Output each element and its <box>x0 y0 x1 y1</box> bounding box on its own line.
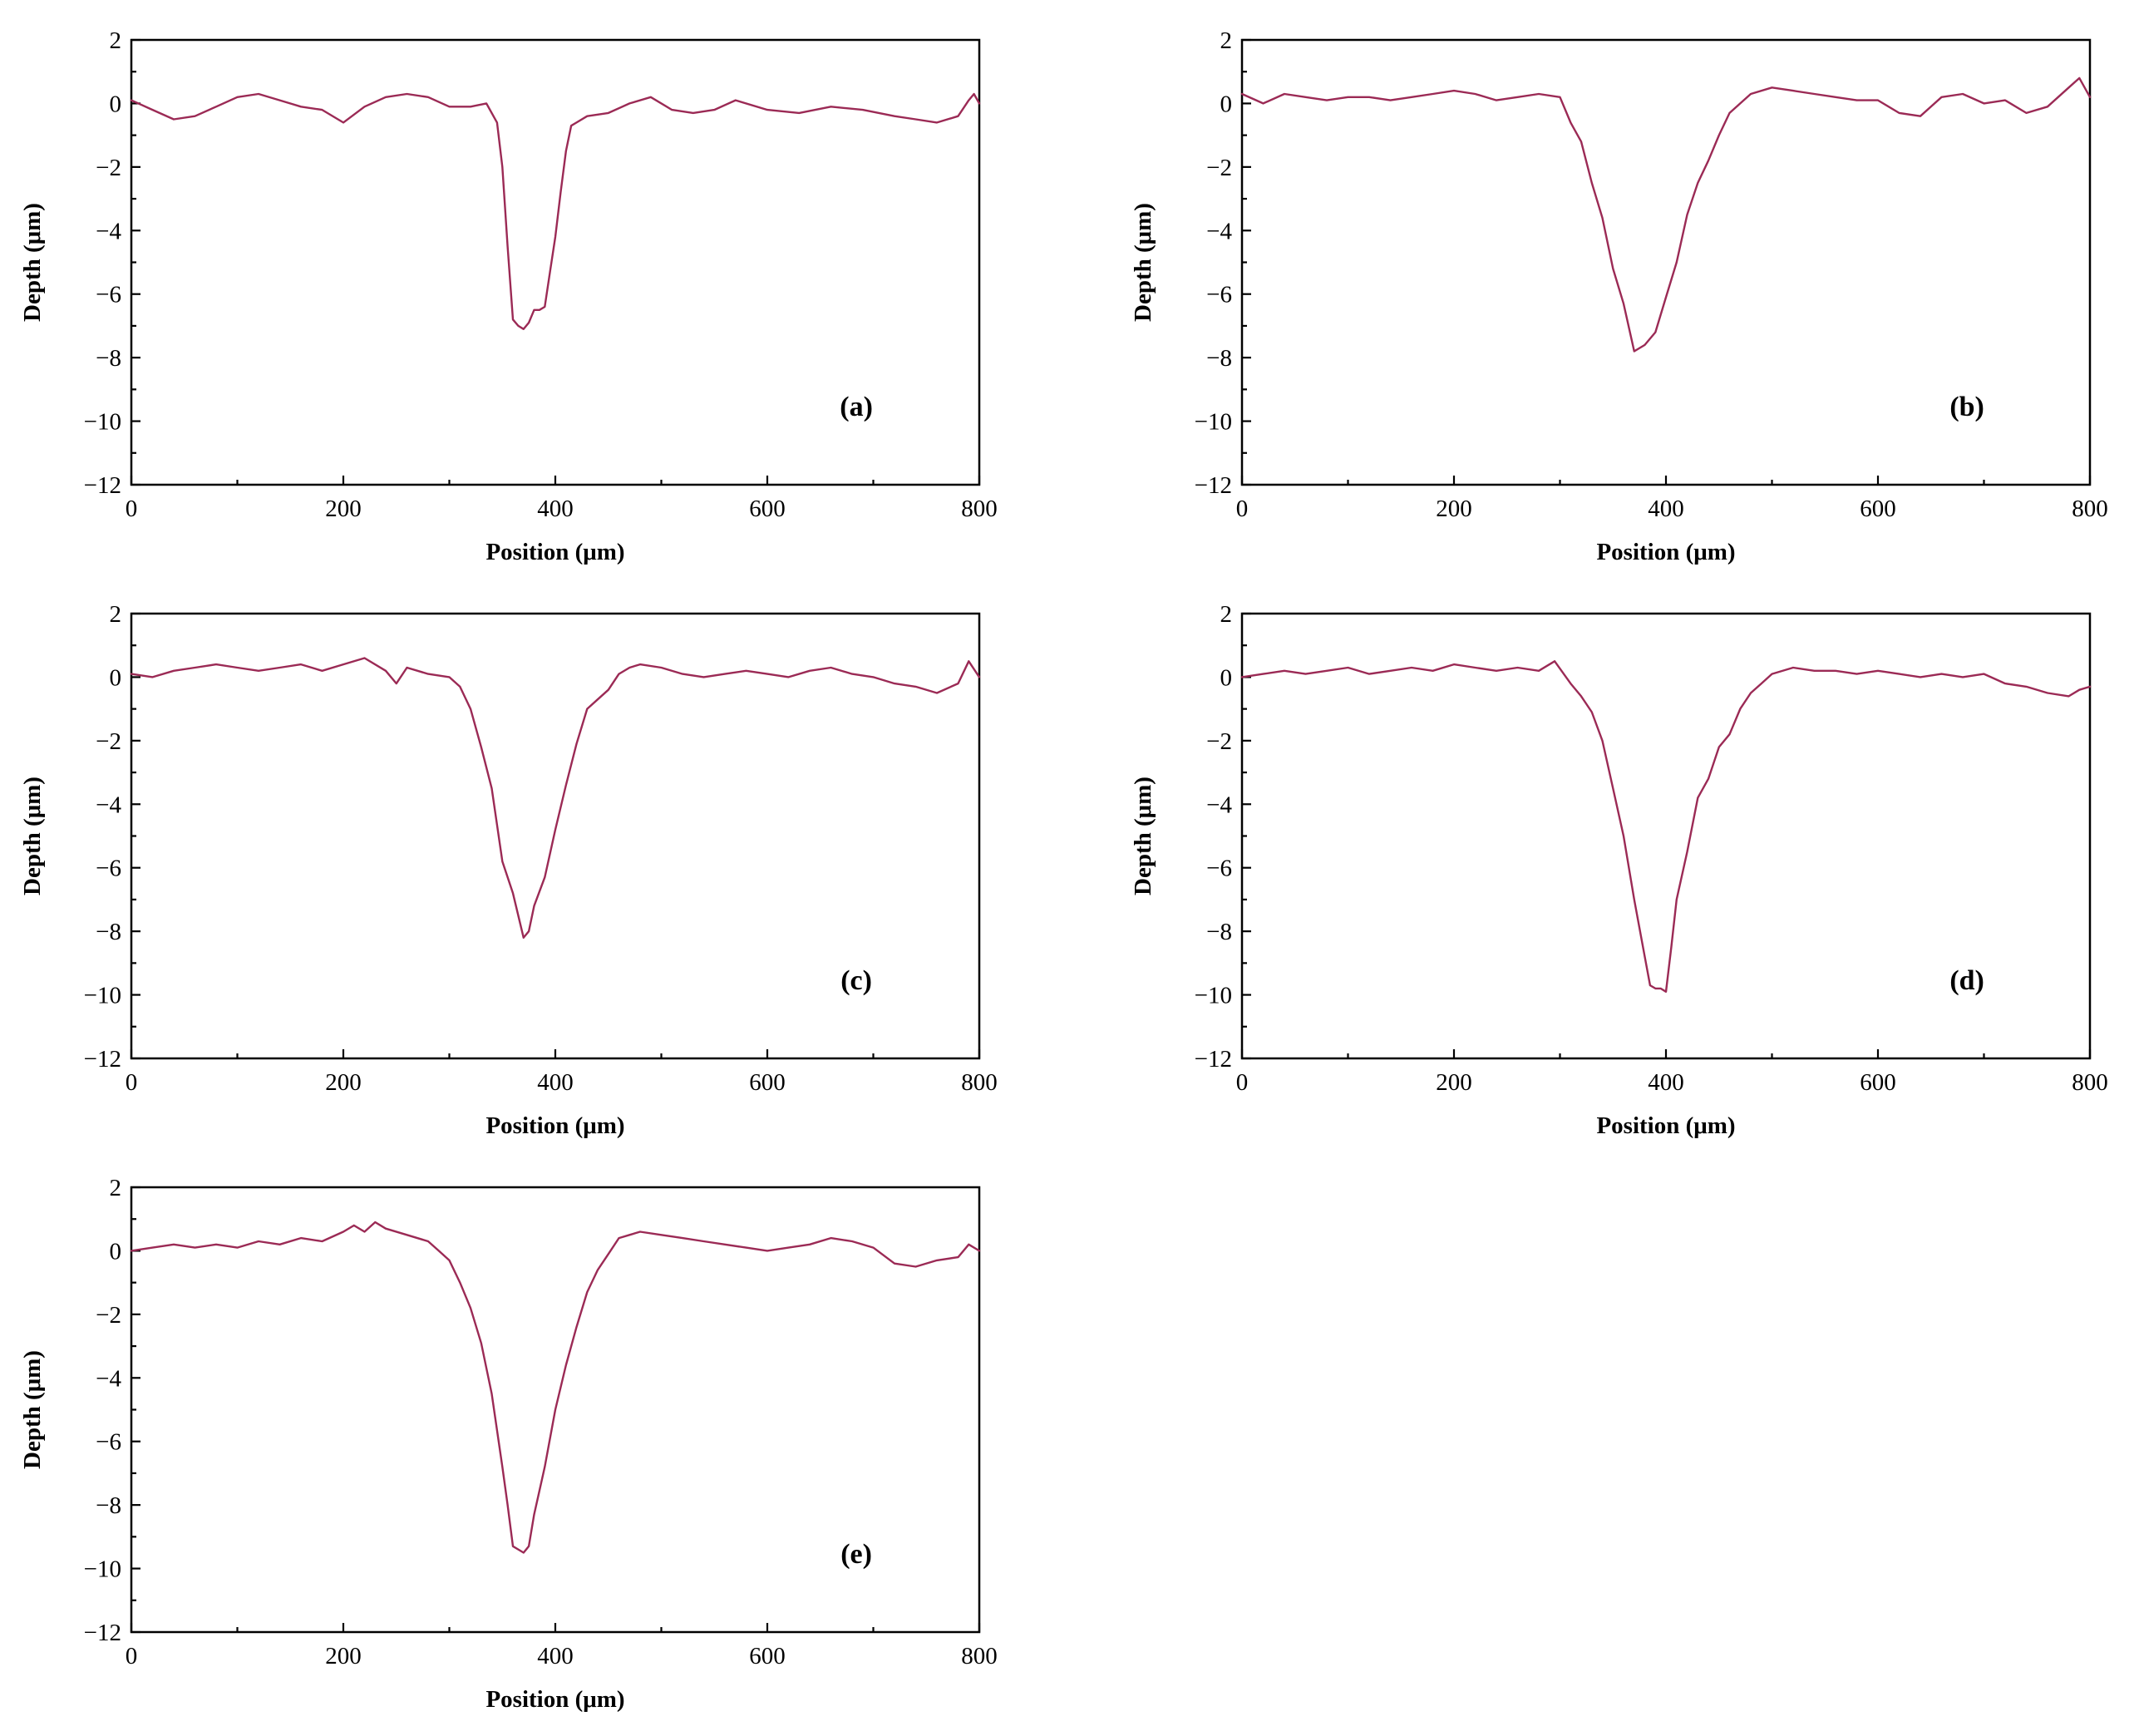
y-tick-label: −2 <box>96 728 121 755</box>
x-tick-label: 400 <box>537 496 574 522</box>
depth-profile-line <box>1240 660 2092 994</box>
x-axis-title: Position (μm) <box>485 539 624 565</box>
panel-0: 0 200 400 600 800 2 0 −2 −4 −6 −8 −10 −12 Position (μ… <box>19 27 998 565</box>
y-tick-label: −12 <box>84 1620 121 1646</box>
y-tick-label: −8 <box>96 345 121 372</box>
y-tick-label: −4 <box>96 218 121 244</box>
y-tick-label: −6 <box>1206 856 1232 882</box>
y-tick-label: 2 <box>1220 27 1233 54</box>
y-tick-label: −6 <box>96 282 121 308</box>
y-axis-title: Depth (μm) <box>1130 777 1156 895</box>
y-tick-label: 0 <box>1220 664 1233 691</box>
y-tick-label: −10 <box>84 983 121 1009</box>
panel-4: 0 200 400 600 800 2 0 −2 −4 −6 −8 −10 −12 Position (μ… <box>19 1175 998 1713</box>
y-tick-label: −8 <box>96 1492 121 1519</box>
y-tick-label: 2 <box>110 1175 122 1201</box>
depth-profile-line <box>130 657 981 940</box>
x-tick-label: 600 <box>1860 496 1896 522</box>
depth-profile-line <box>1240 76 2092 353</box>
x-tick-label: 0 <box>1236 1069 1249 1096</box>
panel-label: (b) <box>1949 392 1984 422</box>
panel-1: 0 200 400 600 800 2 0 −2 −4 −6 −8 −10 −12 Position (μ… <box>1130 27 2108 565</box>
y-tick-label: −2 <box>1206 728 1232 755</box>
x-tick-label: 600 <box>749 496 786 522</box>
panel-label: (e) <box>840 1539 872 1570</box>
x-tick-label: 600 <box>749 1643 786 1669</box>
y-tick-label: −4 <box>1206 792 1232 818</box>
y-tick-label: −10 <box>1195 409 1232 436</box>
y-tick-label: −12 <box>84 1046 121 1073</box>
x-tick-label: 600 <box>749 1069 786 1096</box>
panel-label: (d) <box>1949 965 1984 996</box>
y-tick-label: −6 <box>96 856 121 882</box>
x-tick-label: 200 <box>325 496 362 522</box>
x-tick-label: 400 <box>1648 1069 1684 1096</box>
y-tick-label: −12 <box>1195 472 1232 499</box>
x-tick-label: 200 <box>325 1643 362 1669</box>
y-axis-title: Depth (μm) <box>19 777 46 895</box>
y-tick-label: 0 <box>110 91 122 117</box>
x-tick-label: 800 <box>961 1069 998 1096</box>
y-axis-title: Depth (μm) <box>19 203 46 322</box>
x-tick-label: 600 <box>1860 1069 1896 1096</box>
x-tick-label: 200 <box>1436 1069 1472 1096</box>
y-tick-label: −6 <box>1206 282 1232 308</box>
x-tick-label: 400 <box>537 1069 574 1096</box>
y-tick-label: −12 <box>84 472 121 499</box>
y-tick-label: 2 <box>110 601 122 628</box>
y-tick-label: −12 <box>1195 1046 1232 1073</box>
y-tick-label: −6 <box>96 1429 121 1456</box>
x-axis-title: Position (μm) <box>485 1686 624 1713</box>
y-tick-label: −2 <box>96 1302 121 1329</box>
x-axis-title: Position (μm) <box>1596 1112 1735 1139</box>
x-axis-title: Position (μm) <box>485 1112 624 1139</box>
x-tick-label: 800 <box>2072 1069 2108 1096</box>
panel-3: 0 200 400 600 800 2 0 −2 −4 −6 −8 −10 −12 Position (μ… <box>1130 601 2108 1139</box>
x-tick-label: 0 <box>126 1069 138 1096</box>
y-tick-label: −2 <box>1206 155 1232 181</box>
y-tick-label: −4 <box>1206 218 1232 244</box>
depth-profile-line <box>130 1221 981 1554</box>
y-tick-label: 2 <box>1220 601 1233 628</box>
x-tick-label: 0 <box>1236 496 1249 522</box>
x-tick-label: 200 <box>1436 496 1472 522</box>
x-tick-label: 0 <box>126 496 138 522</box>
y-tick-label: 0 <box>1220 91 1233 117</box>
y-axis-title: Depth (μm) <box>19 1350 46 1469</box>
y-tick-label: −10 <box>84 1556 121 1583</box>
x-tick-label: 400 <box>1648 496 1684 522</box>
x-tick-label: 800 <box>961 496 998 522</box>
panel-label: (c) <box>840 965 872 996</box>
x-tick-label: 800 <box>961 1643 998 1669</box>
x-tick-label: 0 <box>126 1643 138 1669</box>
y-tick-label: 2 <box>110 27 122 54</box>
y-tick-label: −8 <box>1206 345 1232 372</box>
x-tick-label: 800 <box>2072 496 2108 522</box>
x-axis-title: Position (μm) <box>1596 539 1735 565</box>
y-tick-label: −4 <box>96 792 121 818</box>
y-tick-label: 0 <box>110 664 122 691</box>
y-tick-label: −8 <box>96 919 121 945</box>
y-tick-label: −10 <box>1195 983 1232 1009</box>
y-tick-label: −10 <box>84 409 121 436</box>
y-axis-title: Depth (μm) <box>1130 203 1156 322</box>
y-tick-label: −2 <box>96 155 121 181</box>
y-tick-label: −4 <box>96 1365 121 1392</box>
panel-label: (a) <box>840 392 873 422</box>
x-tick-label: 200 <box>325 1069 362 1096</box>
x-tick-label: 400 <box>537 1643 574 1669</box>
y-tick-label: −8 <box>1206 919 1232 945</box>
y-tick-label: 0 <box>110 1238 122 1265</box>
panel-2: 0 200 400 600 800 2 0 −2 −4 −6 −8 −10 −12 Position (μ… <box>19 601 998 1139</box>
depth-profile-line <box>130 92 981 330</box>
